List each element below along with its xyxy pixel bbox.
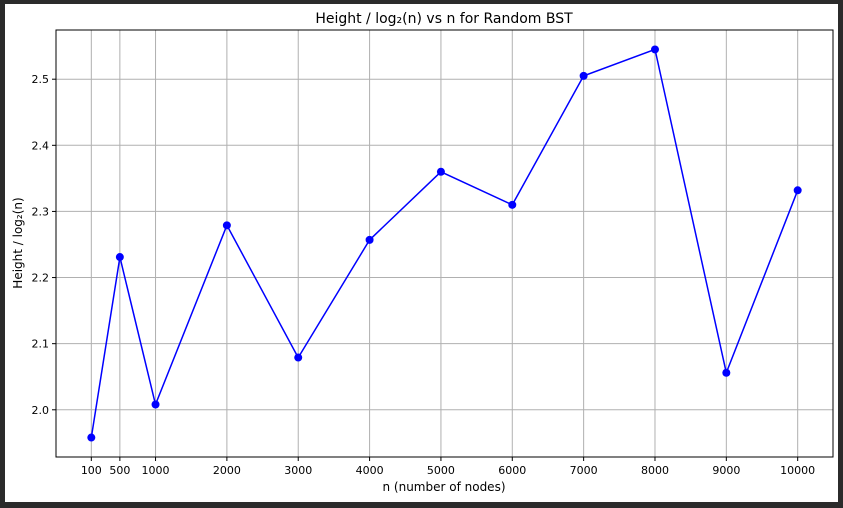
x-tick-label: 6000 [498, 464, 526, 477]
figure-canvas: Height / log₂(n) vs n for Random BST 100… [5, 4, 838, 502]
grid-lines [56, 30, 833, 457]
data-point [508, 200, 517, 209]
x-tick-label: 2000 [213, 464, 241, 477]
x-tick-label: 500 [109, 464, 130, 477]
y-tick-label: 2.0 [32, 404, 50, 417]
x-tick-label: 9000 [712, 464, 740, 477]
x-tick-label: 5000 [427, 464, 455, 477]
data-point [436, 167, 445, 176]
x-tick-label: 100 [81, 464, 102, 477]
axis-ticks: 100 500 1000 2000 3000 4000 5000 6000 7000 8000 90… [32, 73, 816, 477]
x-tick-label: 8000 [641, 464, 669, 477]
x-tick-label: 4000 [356, 464, 384, 477]
data-point [222, 221, 231, 230]
x-tick-label: 10000 [780, 464, 815, 477]
data-point [87, 433, 96, 442]
data-point [793, 186, 802, 195]
y-tick-label: 2.1 [32, 338, 50, 351]
x-tick-label: 1000 [142, 464, 170, 477]
series-markers [87, 45, 802, 442]
chart-title: Height / log₂(n) vs n for Random BST [315, 11, 573, 27]
y-tick-label: 2.4 [32, 139, 50, 152]
plot-frame [55, 29, 834, 458]
data-point [151, 400, 160, 409]
line-chart: Height / log₂(n) vs n for Random BST 100… [11, 11, 834, 494]
data-point [650, 45, 659, 54]
x-axis-label: n (number of nodes) [382, 480, 505, 494]
y-axis-label: Height / log₂(n) [11, 197, 25, 288]
series-line [90, 48, 799, 438]
data-point [579, 71, 588, 80]
data-point [115, 253, 124, 262]
y-tick-label: 2.5 [32, 73, 50, 86]
x-tick-label: 7000 [570, 464, 598, 477]
x-tick-label: 3000 [284, 464, 312, 477]
data-point [294, 353, 303, 362]
data-point [722, 368, 731, 377]
data-point [365, 235, 374, 244]
y-tick-label: 2.3 [32, 205, 50, 218]
y-tick-label: 2.2 [32, 272, 50, 285]
